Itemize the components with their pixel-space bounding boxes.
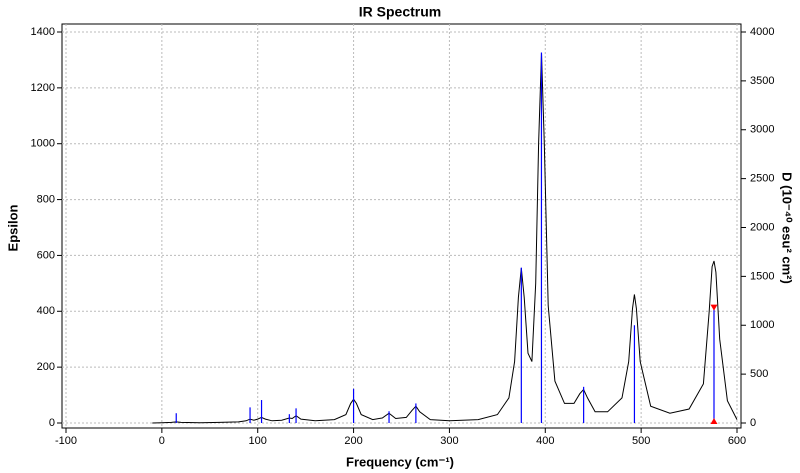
x-tick-label: 400 bbox=[536, 435, 554, 447]
y-tick-label: 1400 bbox=[31, 26, 55, 38]
x-axis-label: Frequency (cm⁻¹) bbox=[346, 454, 454, 469]
y-tick-label: 800 bbox=[37, 193, 55, 205]
y2-tick-label: 1500 bbox=[750, 270, 774, 282]
y-tick-label: 0 bbox=[49, 417, 55, 429]
selected-base-marker bbox=[710, 418, 718, 424]
selected-marker bbox=[710, 304, 718, 311]
y2-axis-label: D (10⁻⁴⁰ esu² cm²) bbox=[780, 172, 795, 284]
y-tick-label: 200 bbox=[37, 361, 55, 373]
y-tick-label: 600 bbox=[37, 249, 55, 261]
y2-tick-label: 500 bbox=[750, 368, 768, 380]
y2-tick-label: 3500 bbox=[750, 75, 774, 87]
plot-frame bbox=[61, 23, 742, 429]
spectrum-line bbox=[152, 52, 738, 424]
x-tick-label: 600 bbox=[728, 435, 746, 447]
y-tick-label: 1000 bbox=[31, 138, 55, 150]
x-tick-label: 500 bbox=[632, 435, 650, 447]
y2-tick-label: 3000 bbox=[750, 124, 774, 136]
x-tick-label: 0 bbox=[159, 435, 165, 447]
y-axis-label: Epsilon bbox=[5, 204, 20, 251]
x-tick-label: 300 bbox=[440, 435, 458, 447]
y-tick-label: 1200 bbox=[31, 82, 55, 94]
chart-title: IR Spectrum bbox=[359, 4, 441, 20]
y2-tick-label: 1000 bbox=[750, 319, 774, 331]
y2-tick-label: 0 bbox=[750, 417, 756, 429]
x-tick-label: -100 bbox=[55, 435, 77, 447]
y2-tick-label: 4000 bbox=[750, 26, 774, 38]
x-tick-label: 100 bbox=[249, 435, 267, 447]
y2-tick-label: 2000 bbox=[750, 221, 774, 233]
y2-tick-label: 2500 bbox=[750, 173, 774, 185]
y-tick-label: 400 bbox=[37, 305, 55, 317]
x-tick-label: 200 bbox=[344, 435, 362, 447]
